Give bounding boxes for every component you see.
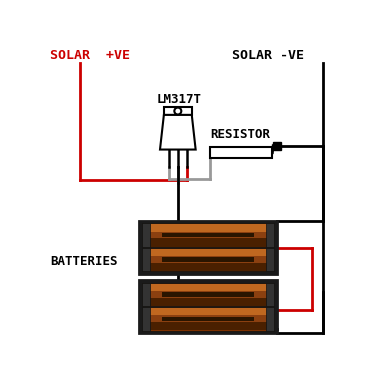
Text: SOLAR -VE: SOLAR -VE <box>232 49 304 62</box>
Bar <box>210 147 272 158</box>
Bar <box>143 315 273 322</box>
Bar <box>266 307 274 331</box>
Bar <box>142 248 150 271</box>
Bar <box>143 224 273 232</box>
Bar <box>273 142 281 150</box>
Bar <box>162 233 254 238</box>
Bar <box>143 263 273 271</box>
Bar <box>142 307 274 331</box>
Bar <box>139 221 277 274</box>
Bar <box>143 283 273 291</box>
Bar <box>143 298 273 306</box>
Bar <box>162 317 254 321</box>
Bar <box>143 256 273 263</box>
Bar <box>164 107 192 115</box>
Bar <box>142 248 274 271</box>
Bar <box>143 291 273 298</box>
Bar <box>162 292 254 297</box>
Bar <box>142 223 150 247</box>
Bar <box>143 308 273 316</box>
Bar <box>142 223 274 247</box>
Text: RESISTOR: RESISTOR <box>210 128 271 141</box>
Bar <box>143 231 273 239</box>
Bar <box>266 223 274 247</box>
Bar <box>266 248 274 271</box>
Bar <box>142 307 150 331</box>
Bar <box>142 283 274 306</box>
Bar <box>266 283 274 306</box>
Bar <box>162 257 254 262</box>
Text: BATTERIES: BATTERIES <box>50 255 117 268</box>
Bar <box>143 322 273 331</box>
Bar <box>143 239 273 247</box>
Bar <box>139 280 277 333</box>
Polygon shape <box>160 115 196 150</box>
Bar <box>142 283 150 306</box>
Text: SOLAR  +VE: SOLAR +VE <box>50 49 130 62</box>
Text: LM317T: LM317T <box>156 93 201 106</box>
Ellipse shape <box>174 108 181 114</box>
Bar <box>143 249 273 257</box>
